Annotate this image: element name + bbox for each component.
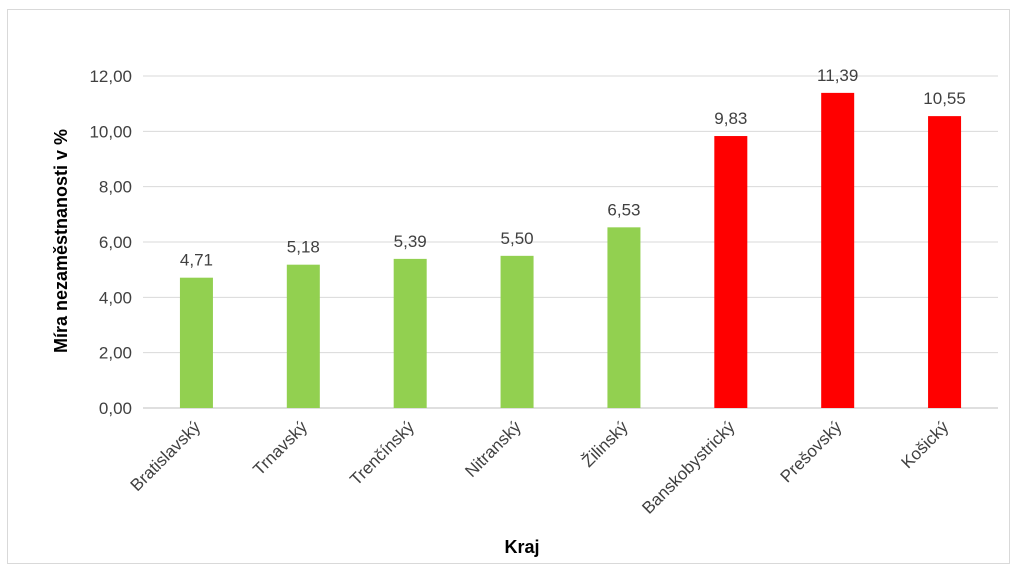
x-tick-label: Košický (898, 417, 953, 472)
bar (928, 116, 962, 408)
bar (500, 255, 534, 408)
bar (821, 92, 855, 409)
y-tick-label: 8,00 (99, 178, 132, 197)
x-tick-label: Trenčínský (346, 417, 418, 489)
bars (179, 92, 962, 409)
data-label: 5,39 (394, 232, 427, 251)
data-label: 9,83 (714, 109, 747, 128)
bar (393, 258, 427, 408)
data-label: 4,71 (180, 251, 213, 270)
x-tick-label: Trnavský (249, 417, 311, 479)
data-label: 6,53 (607, 200, 640, 219)
gridlines (143, 75, 998, 409)
y-tick-label: 10,00 (89, 122, 132, 141)
y-axis-ticks: 0,00 2,00 4,00 6,00 8,00 10,00 12,00 (89, 67, 132, 418)
data-label: 5,50 (501, 229, 534, 248)
chart-frame (7, 9, 1010, 564)
x-axis-ticks: Bratislavský Trnavský Trenčínský Nitranský Ž… (127, 417, 953, 518)
y-tick-label: 0,00 (99, 399, 132, 418)
data-label: 5,18 (287, 238, 320, 257)
bar (607, 227, 641, 408)
data-labels: 4,71 5,18 5,39 5,50 6,53 9,83 11,39 10,55 (180, 66, 966, 270)
x-tick-label: Bratislavský (127, 417, 205, 495)
x-tick-label: Nitranský (461, 417, 525, 481)
data-label: 11,39 (817, 66, 858, 85)
y-tick-label: 6,00 (99, 233, 132, 252)
data-label: 10,55 (923, 89, 966, 108)
bar (179, 277, 213, 408)
y-tick-label: 2,00 (99, 344, 132, 363)
x-tick-label: Žilinský (578, 417, 632, 471)
y-axis-title: Míra nezaměstnanosti v % (51, 129, 71, 353)
bar (714, 136, 748, 408)
x-axis-title: Kraj (504, 537, 539, 557)
bar (286, 264, 320, 408)
y-tick-label: 4,00 (99, 288, 132, 307)
x-tick-label: Banskobystrický (638, 417, 739, 518)
x-tick-label: Prešovský (777, 417, 846, 486)
y-tick-label: 12,00 (89, 67, 132, 86)
